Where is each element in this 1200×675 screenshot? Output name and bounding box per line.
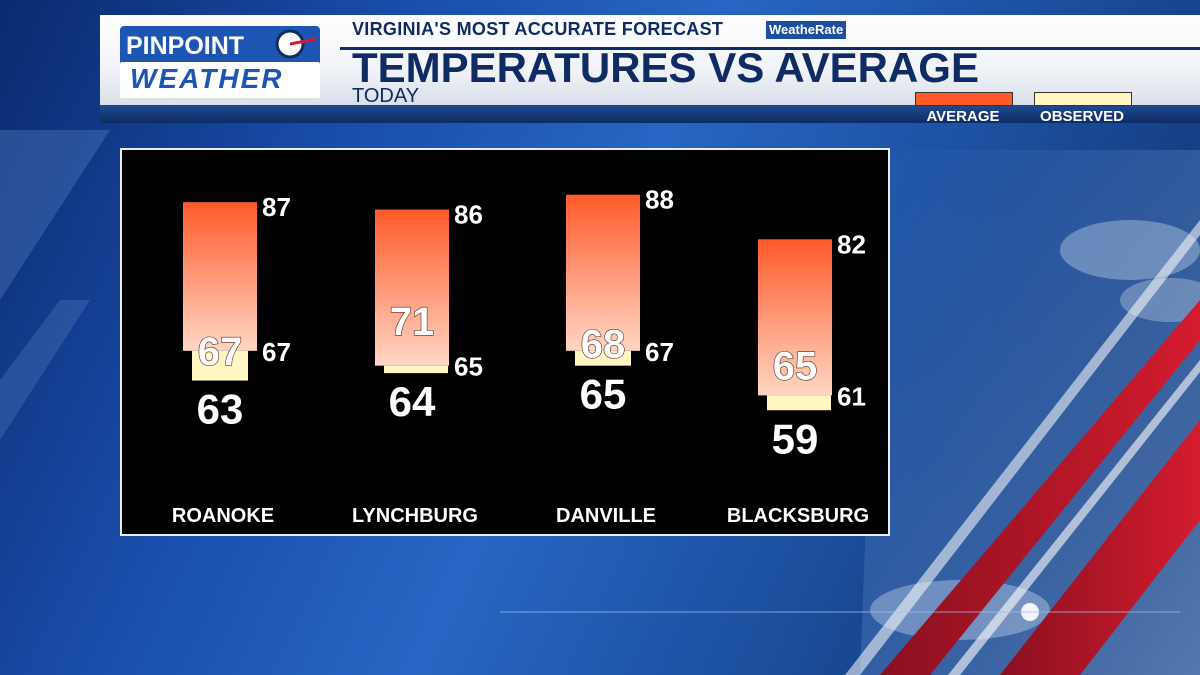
- pinpoint-weather-logo: PINPOINT WEATHER: [120, 26, 320, 98]
- logo-bottom: [120, 62, 320, 98]
- logo-needle: [289, 37, 317, 46]
- average-low-label: 65: [454, 352, 483, 382]
- header-underline: [340, 47, 1200, 50]
- city-label: DANVILLE: [556, 505, 656, 527]
- logo-graphic: PINPOINT WEATHER: [120, 26, 320, 98]
- red-stripe: [880, 300, 1200, 675]
- observed-bar: [384, 365, 448, 374]
- city-label: BLACKSBURG: [727, 505, 869, 527]
- chart-panel: 87 67 67 63 ROANOKE 86 65 71 64 LYNCHBURG 88 67 68 65…: [120, 148, 890, 536]
- legend-observed-swatch: [1034, 92, 1132, 106]
- average-low-label: 67: [645, 337, 674, 367]
- observed-low-label: 65: [580, 371, 627, 418]
- light-band: [0, 300, 90, 440]
- average-center-label: 67: [198, 330, 243, 374]
- weatherate-badge: WeatheRate: [766, 21, 847, 39]
- average-center-label: 71: [390, 300, 435, 344]
- legend-average-label: AVERAGE: [926, 108, 1000, 125]
- average-center-label: 65: [773, 345, 818, 389]
- tagline: VIRGINIA'S MOST ACCURATE FORECAST: [352, 19, 724, 39]
- observed-bar: [767, 395, 831, 411]
- header-rule: [100, 105, 1200, 123]
- legend-average-swatch: [915, 92, 1013, 106]
- page-title: TEMPERATURES VS AVERAGE: [352, 44, 979, 91]
- average-bar: [758, 239, 832, 396]
- observed-low-label: 64: [389, 378, 436, 425]
- city-label: ROANOKE: [172, 505, 274, 527]
- average-high-label: 86: [454, 200, 483, 230]
- light-band: [0, 130, 110, 300]
- logo-line2: WEATHER: [130, 63, 283, 94]
- average-bar: [183, 202, 257, 351]
- city-label: LYNCHBURG: [352, 505, 478, 527]
- average-high-label: 82: [837, 229, 866, 259]
- page-subtitle: TODAY: [352, 85, 420, 107]
- chart-svg: 87 67 67 63 ROANOKE 86 65 71 64 LYNCHBURG 88 67 68 65…: [172, 185, 869, 527]
- legend-observed-label: OBSERVED: [1040, 108, 1124, 125]
- observed-low-label: 59: [772, 415, 819, 462]
- observed-bar: [575, 350, 631, 366]
- average-bar: [375, 209, 449, 366]
- average-low-label: 61: [837, 381, 866, 411]
- logo-line1: PINPOINT: [126, 32, 244, 60]
- observed-bar: [192, 350, 248, 381]
- average-bar: [566, 194, 640, 351]
- white-stripe: [948, 360, 1200, 675]
- average-center-label: 68: [581, 322, 626, 366]
- average-low-label: 67: [262, 337, 291, 367]
- average-high-label: 87: [262, 192, 291, 222]
- white-stripe: [845, 220, 1200, 675]
- average-high-label: 88: [645, 185, 674, 215]
- observed-low-label: 63: [197, 386, 244, 433]
